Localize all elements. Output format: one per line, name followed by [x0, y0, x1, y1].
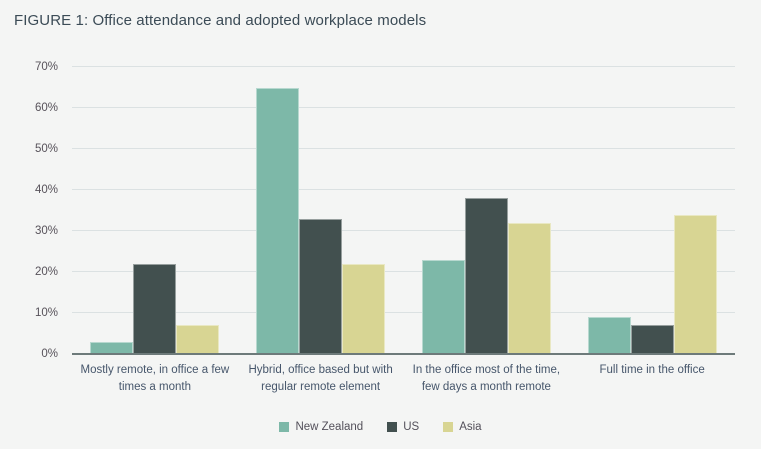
legend-item: New Zealand — [279, 421, 363, 433]
bar-us — [299, 218, 343, 354]
bar-us — [464, 198, 508, 354]
legend-swatch-icon — [387, 422, 398, 432]
x-axis-category-label: Hybrid, office based but with regular re… — [248, 364, 393, 393]
bar-new-zealand — [421, 259, 465, 354]
bar-group — [72, 67, 238, 354]
gridline — [72, 312, 735, 313]
y-axis-tick-label: 20% — [34, 266, 58, 278]
bar-asia — [176, 325, 220, 354]
gridline — [72, 66, 735, 67]
bar-us — [133, 263, 177, 354]
legend-swatch-icon — [279, 422, 290, 432]
y-axis-tick-label: 0% — [41, 348, 58, 360]
bar-group — [238, 67, 404, 354]
y-axis-tick-label: 30% — [34, 225, 58, 237]
gridline — [72, 230, 735, 231]
x-axis-line — [72, 353, 735, 355]
x-axis-category-label: In the office most of the time, few days… — [412, 364, 561, 393]
bar-new-zealand — [587, 317, 631, 354]
gridline — [72, 148, 735, 149]
gridline — [72, 189, 735, 190]
bar-asia — [342, 263, 386, 354]
figure-title: FIGURE 1: Office attendance and adopted … — [14, 12, 427, 29]
plot-area — [72, 66, 735, 355]
y-axis-tick-label: 60% — [34, 102, 58, 114]
legend-label: New Zealand — [295, 421, 364, 433]
bar-asia — [507, 222, 551, 354]
y-axis-tick-label: 40% — [34, 184, 58, 196]
bar-group — [569, 67, 735, 354]
y-axis-tick-label: 10% — [34, 307, 58, 319]
y-axis-tick-label: 70% — [34, 61, 58, 73]
bar-asia — [673, 214, 717, 354]
gridline — [72, 271, 735, 272]
legend: New Zealand US Asia — [0, 421, 761, 433]
y-axis-labels: 0% 10% 20% 30% 40% 50% 60% 70% — [0, 61, 58, 360]
gridline — [72, 107, 735, 108]
x-axis-labels: Mostly remote, in office a few times a m… — [72, 362, 735, 395]
legend-label: US — [403, 421, 420, 433]
legend-item: Asia — [443, 421, 482, 433]
legend-label: Asia — [459, 421, 482, 433]
x-axis-category-label: Full time in the office — [599, 364, 705, 376]
bar-groups — [72, 67, 735, 354]
bar-new-zealand — [90, 341, 134, 354]
bar-new-zealand — [256, 87, 300, 354]
bar-us — [630, 325, 674, 354]
bar-group — [404, 67, 570, 354]
y-axis-tick-label: 50% — [34, 143, 58, 155]
x-axis-category-label: Mostly remote, in office a few times a m… — [80, 364, 230, 393]
legend-item: US — [387, 421, 419, 433]
legend-swatch-icon — [443, 422, 454, 432]
